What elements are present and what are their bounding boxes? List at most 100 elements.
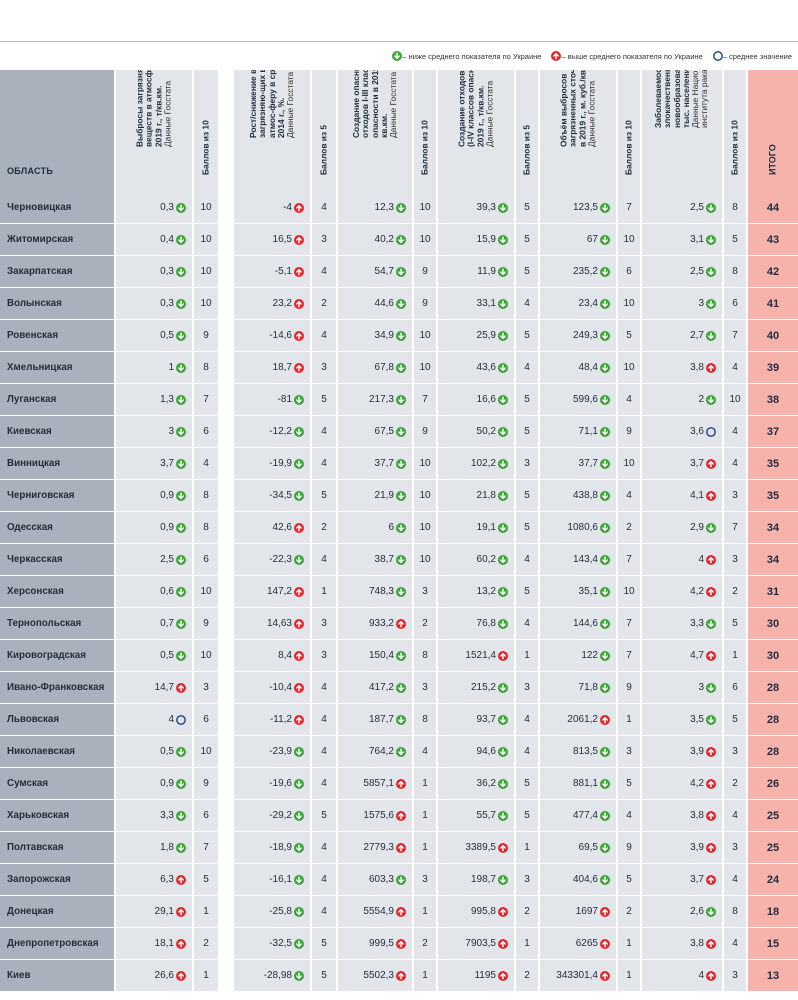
value-text: 2,7	[690, 330, 704, 341]
value-text: -22,3	[269, 554, 292, 565]
arrow-down-icon	[396, 586, 406, 597]
value-cell: -12,2	[234, 416, 310, 447]
value-text: 599,6	[572, 394, 598, 405]
value-text: -4	[283, 202, 292, 213]
score-cell: 9	[618, 416, 640, 447]
arrow-down-icon	[706, 394, 716, 405]
score-cell: 4	[618, 480, 640, 511]
value-text: 3,7	[160, 458, 174, 469]
score-cell: 4	[312, 448, 336, 479]
value-text: 147,2	[266, 586, 292, 597]
score-cell: 5	[312, 800, 336, 831]
value-cell: 417,2	[338, 672, 412, 703]
value-text: 1575,6	[363, 810, 394, 821]
table-row: Сумская 0,9 9 -19,6 4 5857,1 1 36,2 5 881,1 5 4,2 2 2…	[0, 768, 798, 799]
value-text: 3,7	[690, 874, 704, 885]
value-text: 6,3	[160, 874, 174, 885]
arrow-down-icon	[294, 938, 304, 949]
value-text: 143,4	[572, 554, 598, 565]
value-cell: 0,6	[116, 576, 192, 607]
score-cell: 4	[312, 192, 336, 223]
value-cell: 50,2	[438, 416, 514, 447]
arrow-down-icon	[176, 362, 186, 373]
header-total-waste-text: Создание отходов в целом (I-IV классов о…	[456, 70, 485, 147]
value-cell: 94,6	[438, 736, 514, 767]
score-cell: 8	[724, 192, 746, 223]
legend-below-text: – ниже среднего показателя по Украине	[402, 51, 542, 61]
arrow-down-icon	[176, 746, 186, 757]
score-cell: 7	[618, 608, 640, 639]
arrow-up-icon	[396, 970, 406, 981]
score-cell: 5	[618, 320, 640, 351]
score-cell: 5	[724, 224, 746, 255]
value-cell: 0,5	[116, 736, 192, 767]
region-name: Винницкая	[0, 448, 114, 479]
value-text: 2,5	[690, 202, 704, 213]
arrow-up-icon	[396, 842, 406, 853]
value-cell: 3,3	[116, 800, 192, 831]
arrow-down-icon	[498, 202, 508, 213]
value-cell: 12,3	[338, 192, 412, 223]
value-cell: 38,7	[338, 544, 412, 575]
value-text: 4,7	[690, 650, 704, 661]
score-cell: 7	[724, 320, 746, 351]
score-cell: 10	[194, 256, 218, 287]
arrow-up-icon	[706, 586, 716, 597]
value-cell: 933,2	[338, 608, 412, 639]
arrow-down-icon	[396, 746, 406, 757]
score-cell: 4	[312, 864, 336, 895]
value-cell: 3,9	[642, 736, 722, 767]
value-cell: 43,6	[438, 352, 514, 383]
region-name: Днепропетровская	[0, 928, 114, 959]
score-cell: 3	[194, 672, 218, 703]
value-text: 37,7	[578, 458, 598, 469]
arrow-up-icon	[294, 618, 304, 629]
value-text: 2779,3	[363, 842, 394, 853]
value-cell: 217,3	[338, 384, 412, 415]
value-text: 0,7	[160, 618, 174, 629]
arrow-down-icon	[498, 682, 508, 693]
arrow-down-icon	[498, 362, 508, 373]
arrow-down-icon	[706, 714, 716, 725]
total-cell: 31	[748, 576, 798, 607]
arrow-up-icon	[551, 51, 562, 61]
header-score-1: Баллов из 10	[194, 70, 218, 192]
value-cell: 187,7	[338, 704, 412, 735]
arrow-up-icon	[396, 778, 406, 789]
arrow-down-icon	[176, 618, 186, 629]
arrow-down-icon	[396, 394, 406, 405]
value-text: 4,2	[690, 586, 704, 597]
value-text: -25,8	[269, 906, 292, 917]
arrow-down-icon	[600, 682, 610, 693]
arrow-down-icon	[176, 458, 186, 469]
arrow-up-icon	[706, 362, 716, 373]
score-cell: 10	[618, 288, 640, 319]
value-text: 2,5	[160, 554, 174, 565]
arrow-down-icon	[498, 330, 508, 341]
arrow-down-icon	[600, 586, 610, 597]
header-score-5-text: Баллов из 10	[623, 119, 634, 175]
value-cell: 71,8	[540, 672, 616, 703]
value-text: 14,7	[154, 682, 174, 693]
score-cell: 4	[312, 768, 336, 799]
score-cell: 5	[312, 960, 336, 991]
value-text: 60,2	[476, 554, 496, 565]
score-cell: 2	[724, 576, 746, 607]
value-text: 69,5	[578, 842, 598, 853]
arrow-up-icon	[396, 938, 406, 949]
value-text: -23,9	[269, 746, 292, 757]
score-cell: 9	[414, 288, 436, 319]
header-score-6-text: Баллов из 10	[729, 119, 740, 175]
value-cell: -25,8	[234, 896, 310, 927]
arrow-down-icon	[176, 778, 186, 789]
value-cell: 2,9	[642, 512, 722, 543]
value-cell: 8,4	[234, 640, 310, 671]
score-cell: 2	[414, 608, 436, 639]
value-text: 0,9	[160, 522, 174, 533]
value-text: 249,3	[572, 330, 598, 341]
value-cell: 48,4	[540, 352, 616, 383]
arrow-up-icon	[498, 842, 508, 853]
value-text: 40,2	[374, 234, 394, 245]
score-cell: 5	[516, 320, 538, 351]
header-score-4-text: Баллов из 5	[521, 124, 532, 175]
